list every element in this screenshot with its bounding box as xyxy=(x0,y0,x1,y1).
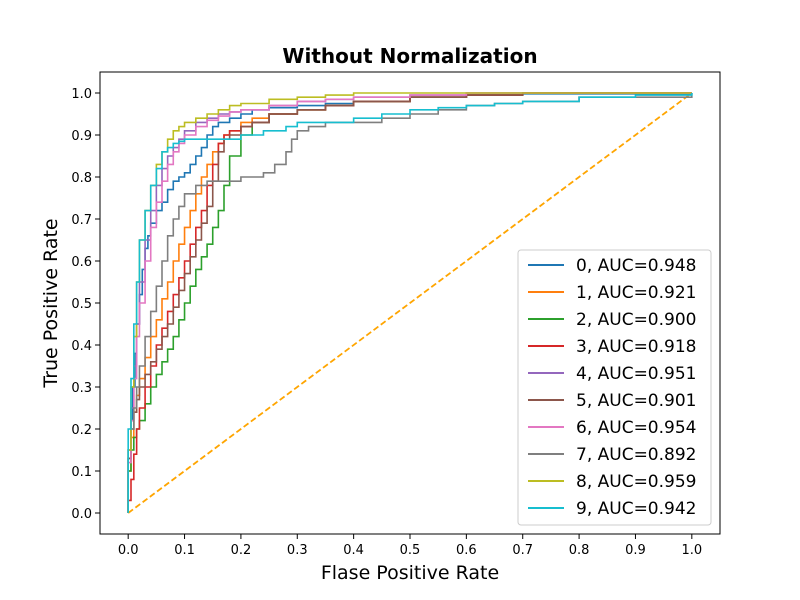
x-axis-label: Flase Positive Rate xyxy=(321,562,499,584)
legend-label-7: 7, AUC=0.892 xyxy=(576,445,696,465)
legend-label-3: 3, AUC=0.918 xyxy=(576,337,696,357)
x-tick-label: 0.7 xyxy=(512,543,533,558)
legend-label-6: 6, AUC=0.954 xyxy=(576,418,696,438)
y-tick-label: 0.3 xyxy=(71,381,92,396)
x-tick-label: 0.1 xyxy=(174,543,195,558)
legend-label-5: 5, AUC=0.901 xyxy=(576,391,696,411)
y-tick-label: 0.4 xyxy=(71,339,92,354)
y-tick-label: 0.2 xyxy=(71,423,92,438)
legend-label-2: 2, AUC=0.900 xyxy=(576,310,696,330)
y-tick-label: 0.1 xyxy=(71,465,92,480)
x-tick-label: 0.8 xyxy=(569,543,590,558)
x-tick-label: 0.4 xyxy=(343,543,364,558)
x-axis-ticks: 0.0 0.1 0.2 0.3 0.4 0.5 0.6 0.7 0.8 0.9 1.0 xyxy=(118,534,702,558)
x-tick-label: 1.0 xyxy=(681,543,702,558)
y-tick-label: 1.0 xyxy=(71,87,92,102)
roc-curve-9 xyxy=(127,93,693,513)
y-axis-label: True Positive Rate xyxy=(40,218,62,388)
y-tick-label: 0.8 xyxy=(71,171,92,186)
y-axis-ticks: 0.0 0.1 0.2 0.3 0.4 0.5 0.6 0.7 0.8 0.9 1.0 xyxy=(71,87,100,522)
roc-curve-5 xyxy=(127,92,692,513)
y-tick-label: 0.6 xyxy=(71,255,92,270)
x-tick-label: 0.2 xyxy=(231,543,252,558)
y-tick-label: 0.0 xyxy=(71,507,92,522)
legend-label-0: 0, AUC=0.948 xyxy=(576,256,696,276)
x-tick-label: 0.9 xyxy=(625,543,646,558)
legend-label-1: 1, AUC=0.921 xyxy=(576,283,696,303)
legend-label-4: 4, AUC=0.951 xyxy=(576,364,696,384)
legend-label-8: 8, AUC=0.959 xyxy=(576,472,696,492)
y-tick-label: 0.7 xyxy=(71,213,92,228)
legend: 0, AUC=0.948 1, AUC=0.921 2, AUC=0.900 3, A… xyxy=(517,249,712,526)
chart-title: Without Normalization xyxy=(282,44,537,68)
y-tick-label: 0.5 xyxy=(71,297,92,312)
roc-curve-7 xyxy=(127,93,693,513)
x-tick-label: 0.6 xyxy=(456,543,477,558)
x-tick-label: 0.5 xyxy=(400,543,421,558)
y-tick-label: 0.9 xyxy=(71,129,92,144)
plot-area xyxy=(127,92,693,514)
legend-label-9: 9, AUC=0.942 xyxy=(576,499,696,519)
x-tick-label: 0.3 xyxy=(287,543,308,558)
x-tick-label: 0.0 xyxy=(118,543,139,558)
diagonal-reference-line xyxy=(127,92,693,514)
legend-box xyxy=(517,249,712,526)
